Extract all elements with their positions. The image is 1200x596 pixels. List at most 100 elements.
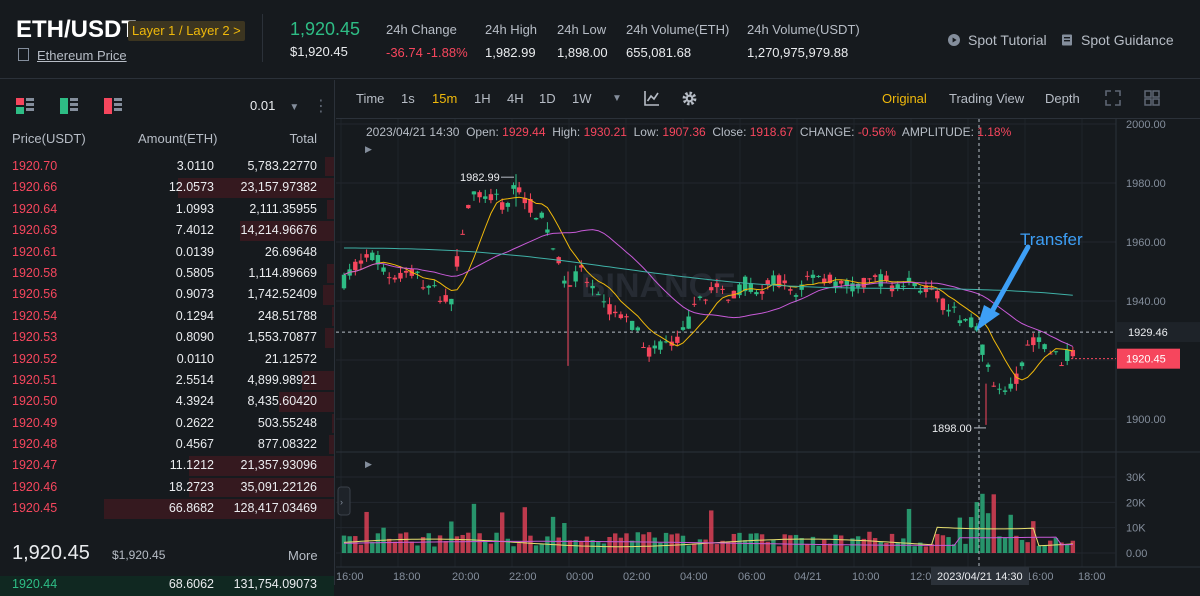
- ask-price: 1920.56: [12, 287, 58, 302]
- category-badge[interactable]: Layer 1 / Layer 2 >: [128, 21, 245, 41]
- ohlc-change: -0.56%: [857, 125, 896, 139]
- volume-bar: [454, 536, 460, 553]
- volume-bar: [539, 543, 544, 553]
- ask-row[interactable]: 1920.53 0.8090 1,553.70877: [0, 327, 334, 348]
- ask-amount: 18.2723: [168, 479, 214, 494]
- time-axis-label: 02:00: [623, 571, 651, 583]
- time-axis-label: 00:00: [566, 571, 594, 583]
- settings-gear-icon[interactable]: [681, 90, 698, 107]
- candle-body: [726, 299, 731, 301]
- ask-row[interactable]: 1920.48 0.4567 877.08322: [0, 434, 334, 455]
- more-link[interactable]: More: [288, 548, 318, 563]
- candle-body: [1019, 362, 1025, 367]
- ask-depth-bar: [177, 178, 334, 198]
- ask-row[interactable]: 1920.52 0.0110 21.12572: [0, 349, 334, 370]
- candle-body: [550, 248, 556, 250]
- document-icon: [18, 48, 29, 61]
- interval-15m[interactable]: 15m: [432, 91, 458, 106]
- volume-bar: [567, 540, 573, 553]
- ask-row[interactable]: 1920.49 0.2622 503.55248: [0, 413, 334, 434]
- candle-body: [709, 287, 714, 291]
- candle-body: [579, 265, 584, 268]
- bid-amount: 68.6062: [168, 577, 214, 591]
- ask-row[interactable]: 1920.45 66.8682 128,417.03469: [0, 498, 334, 519]
- ask-row[interactable]: 1920.66 12.0573 23,157.97382: [0, 177, 334, 198]
- ohlc-open: 1929.44: [502, 125, 546, 139]
- interval-time[interactable]: Time: [356, 91, 385, 106]
- candle-body: [827, 274, 833, 284]
- ask-row[interactable]: 1920.63 7.4012 14,214.96676: [0, 220, 334, 241]
- volume-bar: [867, 531, 872, 553]
- stat-24h-volume-eth: 24h Volume(ETH) 655,081.68: [626, 22, 729, 60]
- ask-total: 503.55248: [257, 415, 317, 430]
- ask-row[interactable]: 1920.47 11.1212 21,357.93096: [0, 455, 334, 476]
- ask-total: 877.08322: [257, 437, 317, 452]
- candle-body: [364, 254, 369, 258]
- fullscreen-icon[interactable]: [1105, 90, 1121, 106]
- ohlc-low: 1907.36: [662, 125, 706, 139]
- ask-total: 1,742.52409: [247, 287, 317, 302]
- ask-row[interactable]: 1920.64 1.0993 2,111.35955: [0, 199, 334, 220]
- volume-bar: [601, 543, 607, 553]
- indicator-icon[interactable]: [644, 90, 660, 106]
- ask-row[interactable]: 1920.54 0.1294 248.51788: [0, 306, 334, 327]
- chart-canvas[interactable]: 2000.001980.001960.001940.001920.001900.…: [336, 119, 1200, 585]
- view-original[interactable]: Original: [882, 91, 927, 106]
- interval-1s[interactable]: 1s: [401, 91, 415, 106]
- ask-row[interactable]: 1920.56 0.9073 1,742.52409: [0, 284, 334, 305]
- volume-bar: [1002, 537, 1008, 553]
- candle-body: [884, 275, 889, 281]
- ask-row[interactable]: 1920.70 3.0110 5,783.22770: [0, 156, 334, 177]
- ask-row[interactable]: 1920.58 0.5805 1,114.89669: [0, 263, 334, 284]
- time-axis-label: 18:00: [393, 571, 421, 583]
- mid-price: 1,920.45: [12, 542, 90, 564]
- spot-tutorial-link[interactable]: Spot Tutorial: [948, 32, 1047, 48]
- candle-body: [471, 191, 477, 195]
- spot-guidance-link[interactable]: Spot Guidance: [1061, 32, 1174, 48]
- ask-row[interactable]: 1920.61 0.0139 26.69648: [0, 242, 334, 263]
- ask-total: 23,157.97382: [240, 180, 317, 195]
- annotation-label: Transfer: [1020, 230, 1083, 249]
- bid-row[interactable]: 1920.44 68.6062 131,754.09073: [0, 576, 334, 596]
- price-chart[interactable]: 2000.001980.001960.001940.001920.001900.…: [336, 119, 1200, 585]
- ask-total: 248.51788: [257, 308, 317, 323]
- book-view-both-icon[interactable]: [16, 98, 34, 114]
- volume-bar: [895, 542, 900, 553]
- view-trading-view[interactable]: Trading View: [949, 91, 1025, 106]
- ohlc-amplitude: 1.18%: [977, 125, 1012, 139]
- candle-body: [1036, 337, 1042, 342]
- candle-body: [381, 267, 386, 272]
- ask-row[interactable]: 1920.46 18.2723 35,091.22126: [0, 477, 334, 498]
- volume-bar: [822, 539, 827, 553]
- candle-body: [511, 185, 516, 189]
- time-axis-label: 04/21: [794, 571, 822, 583]
- ask-row[interactable]: 1920.51 2.5514 4,899.98921: [0, 370, 334, 391]
- more-options-icon[interactable]: ⋮: [313, 98, 329, 115]
- volume-bar: [607, 537, 612, 553]
- ma99-line: [344, 247, 1073, 296]
- crosshair-time-tag: [931, 567, 1029, 585]
- candle-body: [839, 280, 844, 284]
- ask-row[interactable]: 1920.50 4.3924 8,435.60420: [0, 391, 334, 412]
- ask-amount: 0.0139: [175, 244, 214, 259]
- book-view-bids-icon[interactable]: [60, 98, 78, 114]
- layout-grid-icon[interactable]: [1144, 90, 1160, 106]
- ohlc-amplitude-label: AMPLITUDE:: [901, 125, 974, 139]
- view-depth[interactable]: Depth: [1045, 91, 1080, 106]
- tick-size-select[interactable]: 0.01 ▼: [250, 98, 299, 113]
- ask-depth-bar: [239, 221, 334, 241]
- interval-1h[interactable]: 1H: [474, 91, 491, 106]
- interval-more-caret-icon[interactable]: ▼: [612, 93, 622, 104]
- candle-body: [974, 326, 979, 331]
- candle-body: [353, 261, 358, 271]
- coin-info-link[interactable]: Ethereum Price: [18, 48, 127, 63]
- interval-1w[interactable]: 1W: [572, 91, 592, 106]
- ask-depth-bar: [324, 328, 334, 348]
- candle-body: [957, 320, 963, 324]
- interval-4h[interactable]: 4H: [507, 91, 524, 106]
- interval-1d[interactable]: 1D: [539, 91, 556, 106]
- ask-price: 1920.70: [12, 159, 58, 173]
- pair-title[interactable]: ETH/USDT: [16, 16, 136, 43]
- volume-bar: [584, 536, 590, 553]
- book-view-asks-icon[interactable]: [104, 98, 122, 114]
